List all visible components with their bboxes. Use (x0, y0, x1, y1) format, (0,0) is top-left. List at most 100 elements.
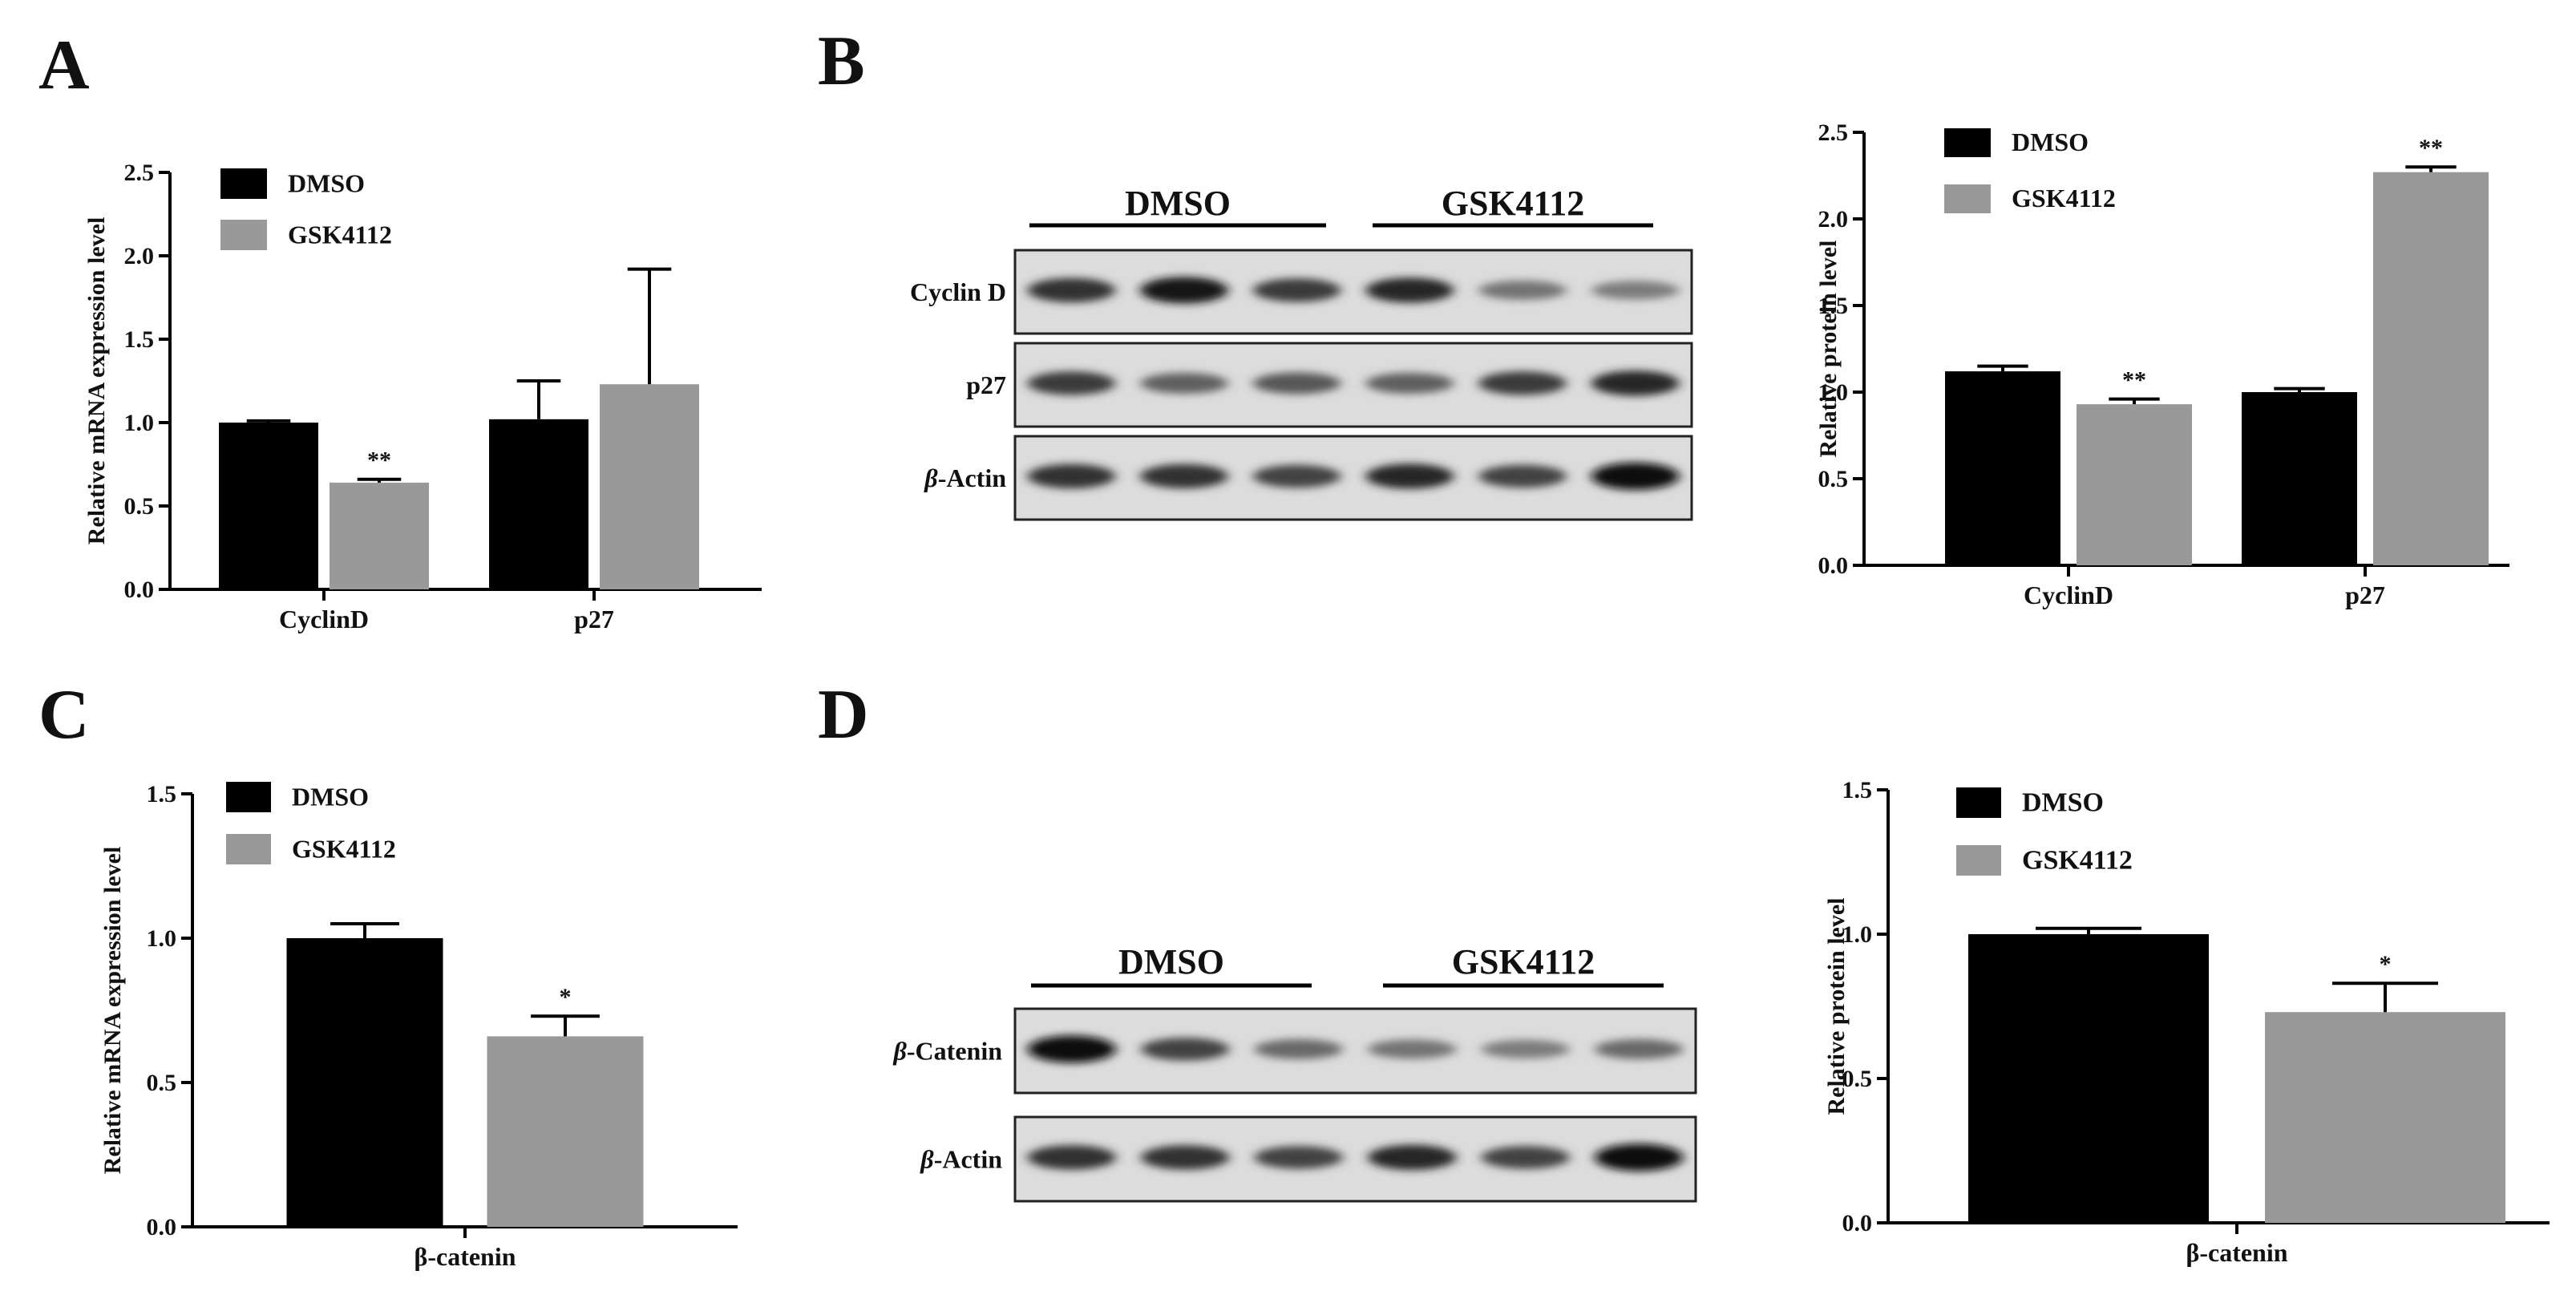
blot-row-label-text: p27 (966, 370, 1006, 399)
x-tick-label: CyclinD (279, 605, 369, 633)
bar-gsk4112 (2077, 404, 2192, 565)
significance-mark: ** (367, 447, 391, 474)
blot-band (1027, 1145, 1116, 1170)
panel-letter-d: D (818, 676, 869, 754)
blot-row-label: Cyclin D (910, 277, 1006, 306)
blot-band (1365, 463, 1454, 489)
blot-band (1591, 370, 1680, 396)
legend-swatch-gsk4112 (220, 220, 267, 250)
blot-band (1595, 1143, 1684, 1172)
legend-swatch-dmso (226, 782, 271, 812)
blot-band (1254, 1038, 1343, 1059)
bar-dmso (286, 938, 443, 1227)
blot-band (1252, 372, 1341, 395)
y-tick-label: 0.0 (147, 1214, 177, 1240)
y-tick-label: 0.5 (124, 493, 155, 520)
blot-band (1368, 1144, 1457, 1171)
blot-band (1591, 281, 1680, 300)
blot-band (1478, 280, 1567, 300)
panel-letter-a: A (38, 26, 90, 104)
blot-band (1368, 1039, 1457, 1059)
y-tick-label: 1.5 (124, 326, 155, 353)
blot-row-label-prefix: β (924, 463, 938, 492)
blot-band (1478, 464, 1567, 488)
blot-band (1478, 371, 1567, 395)
legend-swatch-dmso (220, 168, 267, 199)
legend-label-gsk4112: GSK4112 (288, 221, 392, 249)
y-tick-label: 0.5 (147, 1070, 177, 1096)
x-tick-label: CyclinD (2024, 581, 2113, 609)
blot-band (1365, 277, 1454, 303)
bar-gsk4112 (2265, 1012, 2505, 1223)
chart-d: 0.0 0.5 1.0 1.5 Relative protein level β-cate… (1823, 777, 2550, 1267)
significance-mark: * (2380, 951, 2392, 977)
legend-swatch-dmso (1956, 787, 2001, 818)
blot-row-label: β-Actin (920, 1145, 1002, 1174)
legend-label-dmso: DMSO (292, 783, 369, 811)
bar-gsk4112 (2373, 172, 2489, 565)
blot-row-label-prefix: β (920, 1145, 934, 1174)
y-tick-label: 0.5 (1818, 466, 1849, 492)
blot-band (1027, 1035, 1116, 1063)
x-tick-label: p27 (2345, 581, 2385, 609)
blot-row-label: β-Catenin (893, 1037, 1003, 1066)
y-tick-label: 0.0 (1842, 1210, 1873, 1236)
blot-band (1141, 1038, 1230, 1061)
y-tick-label: 2.5 (124, 160, 155, 186)
bar-gsk4112 (487, 1036, 644, 1227)
y-tick-label: 2.0 (1818, 206, 1849, 233)
y-tick-label: 1.5 (147, 781, 177, 807)
y-tick-label: 1.5 (1842, 777, 1873, 803)
blot-band (1027, 371, 1116, 395)
blot-band (1140, 372, 1228, 394)
blot-band (1254, 1146, 1343, 1169)
y-axis-label: Relative mRNA expression level (83, 217, 110, 545)
blot-band (1252, 464, 1341, 488)
y-tick-label: 1.0 (124, 410, 155, 436)
y-axis-label: Relative protein level (1815, 240, 1842, 457)
legend-swatch-gsk4112 (1956, 845, 2001, 876)
bar-dmso (2242, 392, 2357, 565)
significance-mark: ** (2122, 367, 2146, 394)
panel-letter-c: C (38, 676, 90, 754)
y-tick-label: 0.0 (1818, 552, 1849, 579)
blot-membrane (1013, 1115, 1697, 1203)
chart-b: 0.0 0.5 1.0 1.5 2.0 2.5 Relative protein level… (1815, 119, 2509, 609)
significance-mark: * (560, 984, 572, 1010)
blot-row-label: p27 (966, 370, 1006, 399)
x-tick-label: p27 (574, 605, 614, 633)
blot-row-label-prefix: β (893, 1037, 908, 1066)
blot-band (1140, 463, 1228, 489)
bar-gsk4112 (600, 384, 699, 589)
bar-dmso (219, 423, 318, 589)
bar-dmso (1945, 371, 2060, 565)
western-blot-b: DMSO GSK4112 Cyclin D p27 β-Actin (910, 184, 1693, 521)
x-tick-label: β-catenin (2186, 1238, 2287, 1267)
y-tick-label: 1.5 (1818, 293, 1849, 319)
legend-label-gsk4112: GSK4112 (2022, 846, 2133, 876)
legend-swatch-dmso (1944, 128, 1991, 157)
legend-swatch-gsk4112 (226, 834, 271, 864)
chart-a: 0.0 0.5 1.0 1.5 2.0 2.5 Relative mRNA expressi… (83, 160, 762, 633)
y-tick-label: 0.5 (1842, 1066, 1873, 1092)
chart-c: 0.0 0.5 1.0 1.5 Relative mRNA expression lev… (99, 781, 738, 1271)
blot-group-label: GSK4112 (1442, 184, 1585, 223)
legend-label-dmso: DMSO (288, 169, 365, 198)
y-tick-label: 1.0 (1842, 921, 1873, 948)
blot-group-label: DMSO (1125, 184, 1231, 223)
blot-band (1591, 462, 1680, 490)
blot-band (1027, 277, 1116, 303)
y-tick-label: 2.0 (124, 243, 155, 269)
blot-row-label-text: -Actin (938, 463, 1007, 492)
blot-band (1481, 1146, 1570, 1169)
bar-gsk4112 (330, 482, 429, 589)
blot-band (1141, 1145, 1230, 1170)
blot-row-label-text: -Catenin (907, 1037, 1002, 1066)
blot-group-label: GSK4112 (1452, 942, 1595, 981)
panel-letter-b: B (818, 22, 865, 100)
y-axis-label: Relative protein level (1823, 897, 1850, 1115)
legend-label-gsk4112: GSK4112 (2012, 184, 2116, 212)
blot-membrane (1013, 435, 1693, 521)
